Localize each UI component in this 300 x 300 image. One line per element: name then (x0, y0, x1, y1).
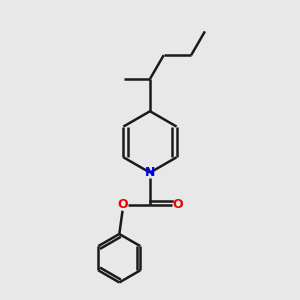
Text: N: N (145, 166, 155, 179)
Text: O: O (117, 198, 128, 212)
Text: O: O (172, 198, 183, 212)
